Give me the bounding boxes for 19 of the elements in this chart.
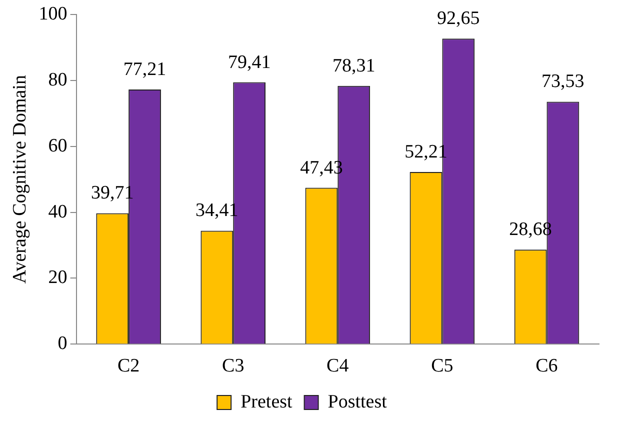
x-tick-label: C3 [222, 356, 244, 377]
y-tick-label: 20 [48, 267, 68, 288]
data-label: 92,65 [437, 8, 480, 30]
y-tick-label: 60 [48, 135, 68, 156]
y-tick-label: 80 [48, 69, 68, 90]
data-label: 79,41 [228, 52, 271, 73]
y-tick-label: 40 [48, 201, 68, 222]
data-label: 73,53 [542, 71, 584, 92]
x-tick-label: C4 [326, 356, 350, 377]
y-tick-label: 0 [58, 333, 68, 354]
x-tick-label: C6 [536, 356, 558, 377]
y-axis-title: Average Cognitive Domain [9, 74, 30, 284]
data-label: 78,31 [332, 55, 376, 76]
x-tick-label: C2 [117, 356, 140, 377]
data-label: 77,21 [123, 59, 166, 80]
x-tick-label: C5 [431, 356, 454, 377]
legend-label: Pretest [240, 391, 294, 412]
legend-label: Posttest [328, 391, 388, 412]
y-tick-label: 100 [38, 3, 68, 24]
